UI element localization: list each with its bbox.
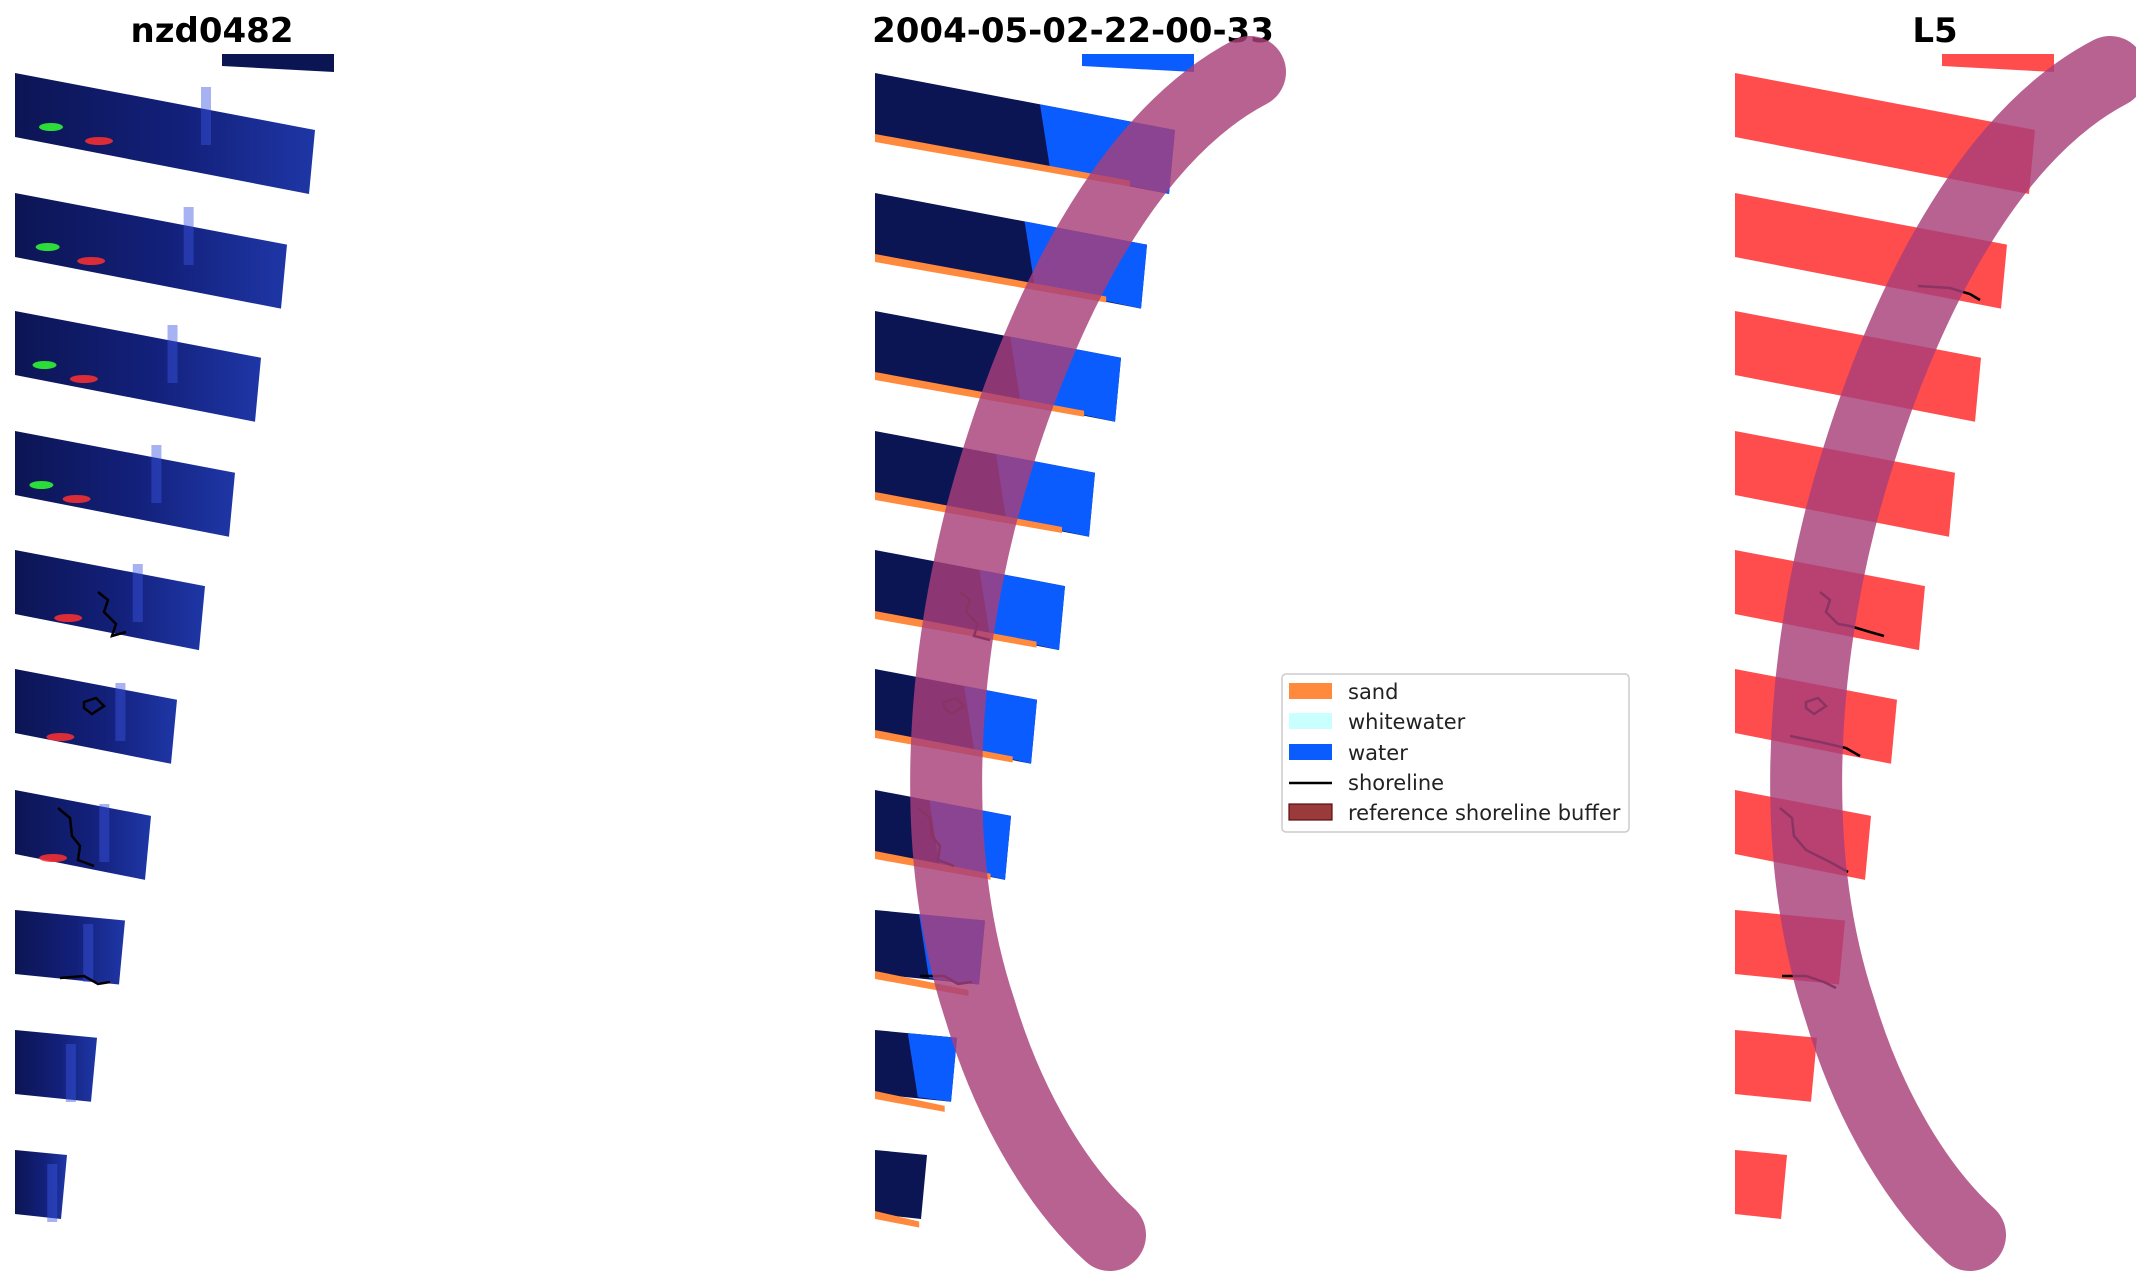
panel-title-mask: L5 [1912, 11, 1957, 51]
image-band [15, 193, 287, 309]
panel-title-image: nzd0482 [131, 11, 294, 51]
image-band-glow [151, 445, 162, 503]
legend-label-whitewater: whitewater [1348, 710, 1466, 734]
image-band [15, 669, 177, 764]
legend-label-buffer: reference shoreline buffer [1348, 801, 1621, 825]
sand-strip [875, 1211, 920, 1228]
reference-shoreline-buffer [1770, 36, 2136, 1271]
legend-label-water: water [1348, 741, 1408, 765]
legend-label-sand: sand [1348, 680, 1398, 704]
legend-swatch-buffer [1288, 803, 1333, 821]
green-pixel-cluster [32, 361, 57, 369]
image-band-glow [47, 1164, 58, 1222]
image-band-glow [115, 683, 126, 741]
red-pixel-cluster [54, 614, 83, 622]
green-pixel-cluster [39, 123, 63, 131]
image-band [15, 910, 125, 985]
reference-shoreline-buffer [910, 36, 1286, 1271]
green-pixel-cluster [35, 243, 60, 251]
shoreline-segment [59, 974, 111, 986]
classified-band [875, 1150, 927, 1219]
image-band [15, 431, 235, 537]
red-pixel-cluster [69, 375, 98, 383]
satellite-image-panel [15, 54, 334, 1222]
legend-swatch-sand [1289, 683, 1332, 699]
image-band-glow [65, 1044, 76, 1102]
shoreline-segment [57, 807, 95, 868]
legend-label-shoreline: shoreline [1348, 771, 1444, 795]
image-band-glow [83, 924, 94, 982]
red-pixel-cluster [46, 733, 75, 741]
water-band-top-fragment [1082, 54, 1194, 72]
mask-band-top-fragment [1942, 54, 2054, 72]
red-pixel-cluster [85, 137, 113, 145]
image-band [15, 311, 261, 422]
red-pixel-cluster [77, 257, 106, 265]
image-band-glow [201, 87, 211, 145]
image-band [15, 1030, 97, 1102]
legend-swatch-whitewater [1289, 713, 1332, 729]
image-band-glow [132, 564, 143, 622]
image-band [15, 790, 151, 880]
image-band-glow [183, 207, 194, 265]
mask-band [1735, 1150, 1787, 1219]
sand-strip [875, 134, 1130, 187]
water-region [907, 1033, 957, 1102]
red-pixel-cluster [39, 854, 68, 862]
image-band [15, 73, 315, 194]
legend-frame [1281, 673, 1630, 833]
image-band [15, 550, 205, 651]
shoreline-segment [97, 591, 127, 638]
image-band-glow [99, 804, 110, 862]
image-band-top-fragment [222, 54, 334, 72]
sand-strip [875, 1091, 945, 1112]
classified-image-panel [875, 36, 1286, 1271]
legend: sand whitewater water shoreline referenc… [1281, 673, 1630, 833]
image-band-glow [167, 325, 178, 383]
panel-title-classification: 2004-05-02-22-00-33 [872, 11, 1274, 51]
green-pixel-cluster [29, 481, 54, 489]
mask-band [1735, 1030, 1817, 1102]
image-band [15, 1150, 67, 1219]
mask-panel [1735, 36, 2136, 1271]
shoreline-segment [82, 696, 106, 716]
legend-swatch-water [1289, 744, 1332, 760]
red-pixel-cluster [62, 495, 91, 503]
